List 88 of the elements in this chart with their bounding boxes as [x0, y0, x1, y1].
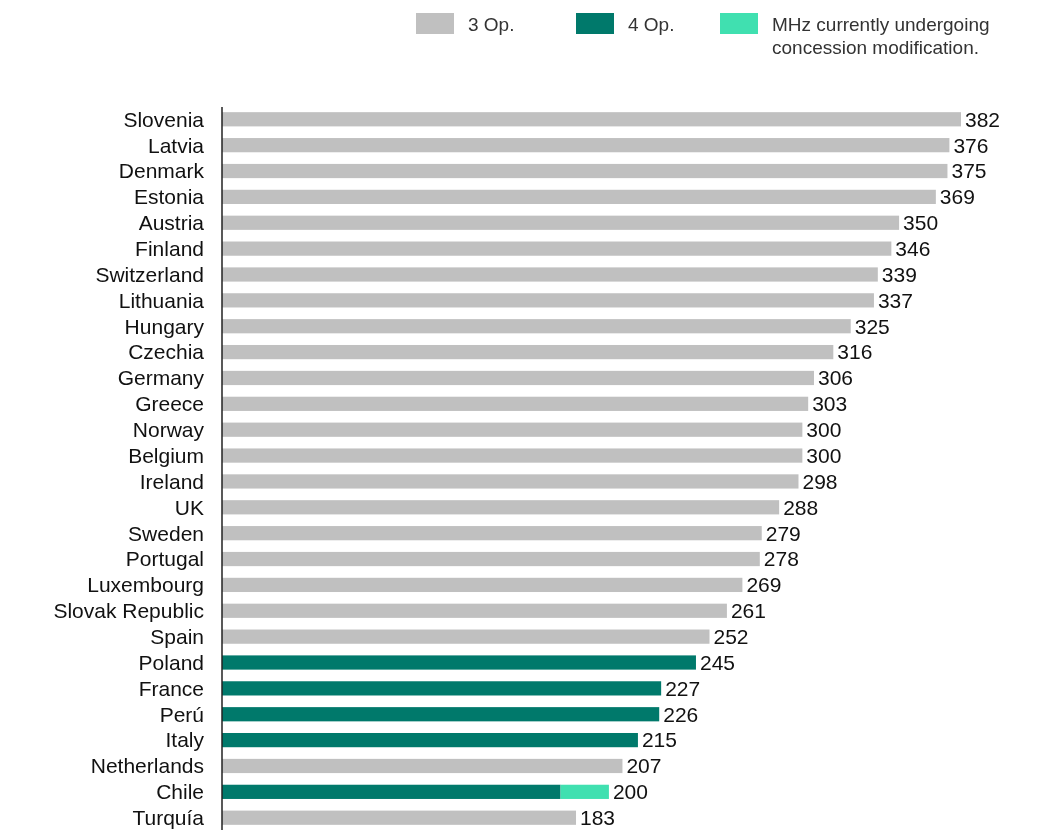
y-tick-label: Perú [159, 702, 204, 726]
y-tick-label: Greece [135, 392, 204, 416]
total-label: 200 [612, 780, 648, 804]
y-tick-label: Slovak Republic [53, 599, 204, 623]
data-label: 245 [699, 650, 736, 674]
data-label: 337 [877, 288, 913, 312]
y-tick-label: Austria [138, 211, 205, 235]
data-label: 376 [953, 133, 989, 157]
data-label: 350 [903, 211, 939, 235]
bar [222, 215, 900, 230]
bar [222, 241, 892, 256]
y-tick-label: Poland [138, 650, 204, 674]
data-label: 303 [812, 392, 848, 416]
bar [222, 112, 961, 127]
bar [222, 810, 577, 825]
data-label: 183 [580, 806, 616, 830]
bar [560, 784, 609, 799]
legend-label: MHz currently undergoing concession modification. [772, 14, 990, 58]
data-label: 306 [817, 366, 854, 390]
legend-label: 4 Op. [628, 14, 675, 35]
data-label: 316 [837, 340, 873, 364]
data-label: 278 [763, 547, 799, 571]
bar [222, 526, 762, 541]
bar [222, 189, 936, 204]
data-label: 339 [881, 262, 917, 286]
y-tick-label: Latvia [147, 133, 205, 157]
legend-label: 3 Op. [468, 14, 515, 35]
bar [222, 629, 710, 644]
bar [222, 344, 834, 360]
data-label: 346 [895, 236, 931, 260]
y-tick-label: Switzerland [95, 262, 204, 286]
y-tick-label: Czechia [128, 340, 205, 364]
bar [222, 551, 760, 567]
y-tick-label: Spain [150, 624, 204, 648]
y-tick-label: Turquía [132, 806, 205, 830]
bar [222, 733, 638, 748]
bar [222, 396, 809, 411]
y-tick-label: Lithuania [118, 288, 205, 312]
y-tick-label: Norway [132, 418, 205, 442]
data-label: 300 [806, 418, 842, 442]
bar [222, 784, 561, 799]
bar [222, 681, 662, 696]
y-tick-label: Luxembourg [87, 573, 204, 597]
data-label: 369 [939, 185, 975, 209]
bar [222, 577, 743, 593]
data-label: 226 [663, 702, 699, 726]
y-tick-label: Chile [156, 780, 204, 804]
data-label: 298 [802, 469, 838, 493]
y-tick-label: Sweden [128, 521, 204, 545]
y-tick-label: Italy [165, 728, 205, 752]
bar [222, 603, 727, 618]
data-label: 252 [713, 624, 749, 648]
bar [222, 758, 623, 774]
y-tick-label: Portugal [125, 547, 204, 571]
data-label: 261 [730, 599, 766, 623]
y-tick-label: Estonia [133, 185, 205, 209]
bar [222, 267, 878, 282]
bar [222, 474, 799, 489]
bar [222, 500, 780, 515]
y-tick-label: Slovenia [123, 107, 205, 131]
data-label: 207 [626, 754, 662, 778]
data-label: 215 [641, 728, 677, 752]
data-label: 227 [665, 676, 701, 700]
data-label: 269 [746, 573, 782, 597]
bar [222, 655, 696, 670]
data-label: 300 [806, 443, 842, 467]
y-tick-label: UK [174, 495, 204, 519]
y-tick-label: Netherlands [90, 754, 204, 778]
y-tick-label: Germany [117, 366, 205, 390]
bar [222, 448, 803, 463]
bar [222, 293, 874, 308]
y-tick-label: Finland [135, 236, 204, 260]
data-label: 279 [765, 521, 801, 545]
y-tick-label: Belgium [128, 443, 204, 467]
data-label: 375 [951, 159, 987, 183]
y-tick-label: Ireland [139, 469, 204, 493]
bar [222, 707, 660, 722]
data-label: 325 [854, 314, 890, 338]
bar [222, 138, 950, 153]
y-tick-label: France [138, 676, 204, 700]
y-tick-label: Hungary [124, 314, 205, 338]
bar [222, 319, 851, 334]
data-label: 288 [783, 495, 819, 519]
bar [222, 163, 948, 179]
y-tick-label: Denmark [118, 159, 205, 183]
bar [222, 422, 803, 437]
data-label: 382 [965, 107, 1001, 131]
bar [222, 370, 814, 386]
